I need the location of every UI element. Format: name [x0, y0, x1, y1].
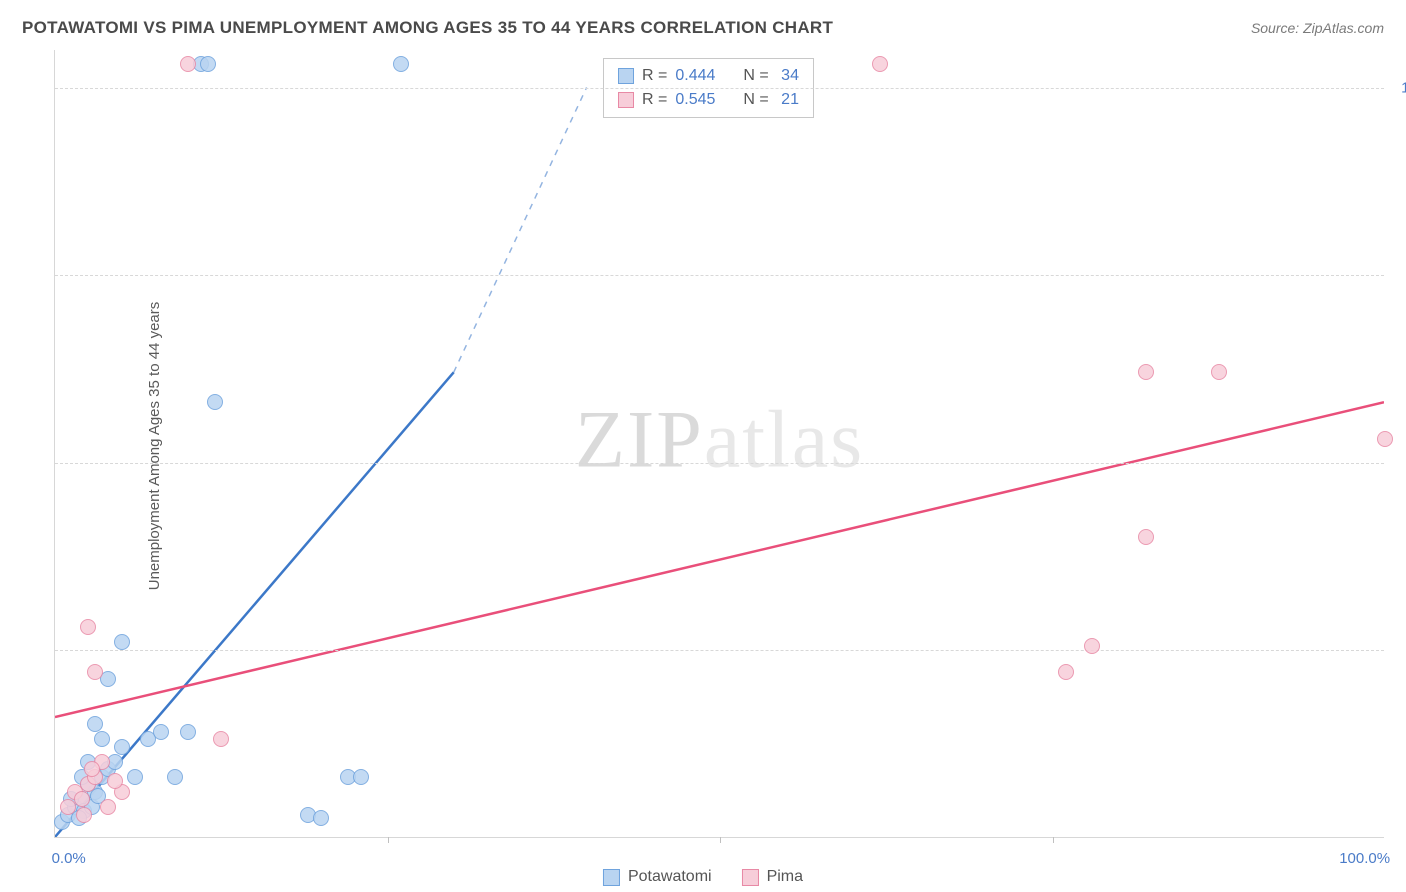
scatter-point [1084, 638, 1100, 654]
scatter-point [74, 791, 90, 807]
scatter-point [1377, 431, 1393, 447]
scatter-point [313, 810, 329, 826]
scatter-point [127, 769, 143, 785]
legend-swatch [742, 869, 759, 886]
gridline-horizontal [55, 275, 1384, 276]
legend-item: Pima [742, 868, 803, 886]
scatter-point [94, 731, 110, 747]
legend: Potawatomi Pima [603, 868, 803, 886]
stats-r-value: 0.545 [675, 88, 715, 112]
scatter-point [393, 56, 409, 72]
scatter-point [872, 56, 888, 72]
legend-label: Potawatomi [628, 868, 712, 886]
stats-r-value: 0.444 [675, 64, 715, 88]
scatter-point [1138, 529, 1154, 545]
legend-label: Pima [767, 868, 803, 886]
scatter-point [180, 724, 196, 740]
stats-n-value: 21 [777, 88, 799, 112]
legend-swatch [603, 869, 620, 886]
stats-row: R = 0.545 N = 21 [618, 88, 799, 112]
trendline [55, 402, 1384, 717]
plot-area: ZIPatlas R =0.444N = 34R =0.545N = 21 25… [54, 50, 1384, 838]
x-tick [388, 837, 389, 843]
chart-title: POTAWATOMI VS PIMA UNEMPLOYMENT AMONG AG… [22, 18, 833, 38]
y-tick-label: 50.0% [1392, 454, 1406, 471]
scatter-point [353, 769, 369, 785]
stats-row: R = 0.444 N = 34 [618, 64, 799, 88]
scatter-point [180, 56, 196, 72]
x-tick [720, 837, 721, 843]
scatter-point [114, 634, 130, 650]
stats-n-label: N = [743, 64, 768, 88]
trendline-dashed [454, 87, 587, 372]
y-tick-label: 75.0% [1392, 267, 1406, 284]
scatter-point [84, 761, 100, 777]
scatter-point [1058, 664, 1074, 680]
scatter-point [153, 724, 169, 740]
stats-r-label: R = [642, 88, 667, 112]
stats-n-value: 34 [777, 64, 799, 88]
gridline-horizontal [55, 463, 1384, 464]
scatter-point [107, 773, 123, 789]
y-tick-label: 100.0% [1392, 79, 1406, 96]
scatter-point [167, 769, 183, 785]
scatter-point [200, 56, 216, 72]
watermark-zip: ZIP [575, 393, 704, 484]
gridline-horizontal [55, 88, 1384, 89]
scatter-point [87, 664, 103, 680]
x-tick-label: 100.0% [1339, 850, 1390, 867]
stats-swatch [618, 92, 634, 108]
stats-n-label: N = [743, 88, 768, 112]
stats-swatch [618, 68, 634, 84]
scatter-point [87, 716, 103, 732]
y-tick-label: 25.0% [1392, 642, 1406, 659]
scatter-point [100, 799, 116, 815]
scatter-point [207, 394, 223, 410]
scatter-point [114, 739, 130, 755]
trend-lines [55, 50, 1384, 837]
scatter-point [1138, 364, 1154, 380]
source-attribution: Source: ZipAtlas.com [1251, 20, 1384, 36]
x-tick-label: 0.0% [52, 850, 86, 867]
scatter-point [76, 807, 92, 823]
watermark: ZIPatlas [575, 392, 864, 486]
watermark-atlas: atlas [704, 393, 864, 484]
gridline-horizontal [55, 650, 1384, 651]
header-row: POTAWATOMI VS PIMA UNEMPLOYMENT AMONG AG… [22, 18, 1384, 38]
x-tick [1053, 837, 1054, 843]
scatter-point [80, 619, 96, 635]
legend-item: Potawatomi [603, 868, 712, 886]
scatter-point [1211, 364, 1227, 380]
scatter-point [213, 731, 229, 747]
stats-r-label: R = [642, 64, 667, 88]
